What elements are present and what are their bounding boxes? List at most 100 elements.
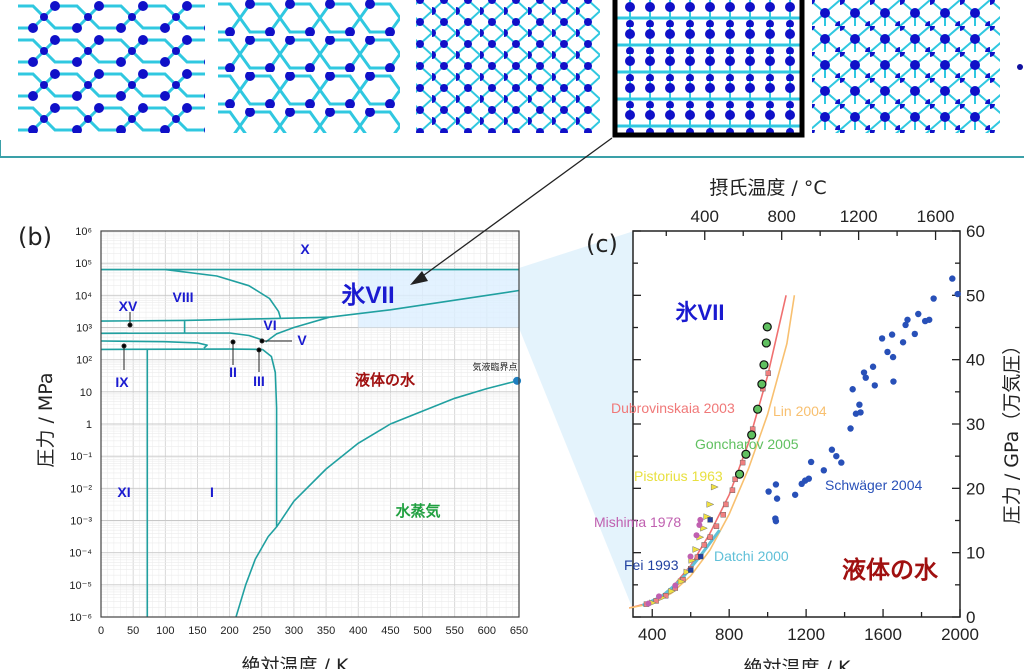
x-tick-label: 300: [285, 625, 303, 637]
x-tick-label: 1600: [864, 625, 902, 644]
data-point-schw-ger-2004: [820, 467, 828, 474]
y-tick-label: 0: [966, 608, 975, 627]
x-tick-label: 1200: [787, 625, 825, 644]
data-point-schw-ger-2004: [888, 331, 896, 338]
data-point-mishima-1978: [672, 582, 679, 589]
data-point-schw-ger-2004: [904, 316, 911, 323]
data-point-pistorius-1963: [692, 546, 701, 553]
y-tick-label: 10: [966, 544, 985, 563]
crystal-structure-image: [416, 0, 600, 133]
data-point-schw-ger-2004: [899, 339, 907, 346]
y-tick-label: 10⁻⁶: [69, 612, 92, 624]
ref-goncharov: Goncharov 2005: [695, 436, 799, 452]
phase-boundary-I-liquid: [261, 348, 278, 527]
phase-boundary-VII-liquid: [329, 289, 520, 318]
data-point-schw-ger-2004: [847, 425, 854, 432]
y-tick-label: 1: [86, 419, 92, 431]
x-tick-label: 800: [715, 625, 743, 644]
crystal-structure-image: [18, 0, 205, 133]
data-point-mishima-1978: [687, 553, 694, 560]
phase-label-i: I: [210, 484, 214, 500]
data-point-schw-ger-2004: [765, 488, 772, 495]
x-tick-label: 600: [478, 625, 496, 637]
data-point-goncharov-2005: [761, 338, 771, 348]
phase-boundary-VI-V: [100, 332, 263, 341]
x-tick-label: 100: [156, 625, 174, 637]
data-point-schw-ger-2004: [860, 369, 868, 376]
zoom-funnel: [519, 231, 634, 612]
data-point-goncharov-2005: [762, 322, 772, 332]
data-point-goncharov-2005: [747, 430, 757, 440]
data-point-schw-ger-2004: [772, 481, 780, 488]
ref-datchi: Datchi 2000: [714, 548, 789, 564]
ref-fei: Fei 1993: [624, 557, 679, 573]
y-tick-label: 10³: [76, 323, 92, 335]
phase-label-viii: VIII: [172, 289, 193, 305]
data-point-schw-ger-2004: [798, 480, 805, 488]
ref-schwager: Schwäger 2004: [825, 477, 923, 493]
y-tick-label: 10²: [76, 355, 92, 367]
data-point-schw-ger-2004: [884, 348, 891, 356]
panel-b: (b) 0 50 100 150 200 250 300 350 400 450 500 550 600…: [18, 223, 528, 669]
phase-boundary-VI-VII: [100, 316, 330, 322]
ref-dubrovinskaia: Dubrovinskaia 2003: [611, 400, 735, 416]
panel-c-axes-frame: [632, 230, 961, 618]
ref-pistorius: Pistorius 1963: [634, 468, 723, 484]
top-tick-label: 1600: [917, 207, 955, 226]
x-tick-label: 400: [349, 625, 367, 637]
x-tick-label: 500: [413, 625, 431, 637]
data-point-schw-ger-2004: [911, 330, 918, 338]
data-point-schw-ger-2004: [791, 491, 799, 498]
phase-boundary-vaporization: [275, 380, 518, 528]
panel-c-label: (c): [586, 230, 618, 258]
x-tick-label: 400: [638, 625, 666, 644]
region-label-liquid: 液体の水: [842, 556, 939, 584]
y-tick-label: 10⁻¹: [70, 451, 92, 463]
data-point-schw-ger-2004: [890, 378, 897, 385]
data-point-schw-ger-2004: [857, 409, 864, 416]
data-point-dubrovinskaia-2003: [707, 534, 713, 540]
panel-c-top-label: 摂氏温度 / °C: [709, 177, 826, 199]
water-vapor-label: 水蒸気: [395, 502, 440, 520]
top-tick-label: 1200: [840, 207, 878, 226]
data-point-goncharov-2005: [759, 360, 769, 370]
data-point-fei-1993: [698, 553, 704, 560]
phase-label-ii: II: [229, 364, 237, 380]
phase-label-iii: III: [253, 373, 265, 389]
x-tick-label: 450: [381, 625, 399, 637]
x-tick-label: 550: [446, 625, 464, 637]
data-point-schw-ger-2004: [772, 517, 780, 525]
phase-boundary-sublimation: [235, 526, 278, 618]
data-point-schw-ger-2004: [921, 317, 929, 325]
data-point-schw-ger-2004: [828, 446, 836, 453]
phase-label-ix: IX: [115, 374, 129, 390]
data-point-mishima-1978: [696, 522, 703, 529]
y-tick-label: 50: [966, 286, 985, 305]
data-point-dubrovinskaia-2003: [653, 598, 659, 604]
data-point-pistorius-1963: [703, 513, 712, 521]
top-tick-label: 800: [768, 207, 796, 226]
data-point-schw-ger-2004: [889, 353, 897, 361]
y-tick-label: 30: [966, 415, 985, 434]
crystal-structure-image-ice-vii: [617, 0, 800, 133]
phase-label-ice-vii: 氷VII: [341, 282, 394, 309]
y-tick-label: 10⁵: [75, 258, 92, 270]
phase-boundary-IX-II: [100, 340, 208, 349]
y-tick-label: 10⁻⁵: [69, 580, 92, 592]
data-point-schw-ger-2004: [902, 321, 909, 329]
x-tick-label: 650: [510, 625, 528, 637]
bullet-dot: [1017, 64, 1023, 70]
panel-c: (c) 400 800 1200 1600 2000 400 800 1200 1600 0 10 2…: [586, 177, 1023, 669]
data-point-schw-ger-2004: [833, 452, 840, 460]
data-point-schw-ger-2004: [930, 295, 937, 302]
data-point-goncharov-2005: [734, 469, 745, 479]
ref-mishima: Mishima 1978: [594, 514, 681, 530]
data-point-dubrovinskaia-2003: [713, 523, 720, 529]
top-tick-label: 400: [691, 207, 719, 226]
phase-boundary-VI-liquid: [265, 316, 330, 343]
data-point-fei-1993: [688, 567, 694, 573]
region-label-ice-vii: 氷VII: [676, 300, 725, 325]
data-point-pistorius-1963: [710, 483, 719, 491]
phase-label-xv: XV: [119, 298, 138, 314]
